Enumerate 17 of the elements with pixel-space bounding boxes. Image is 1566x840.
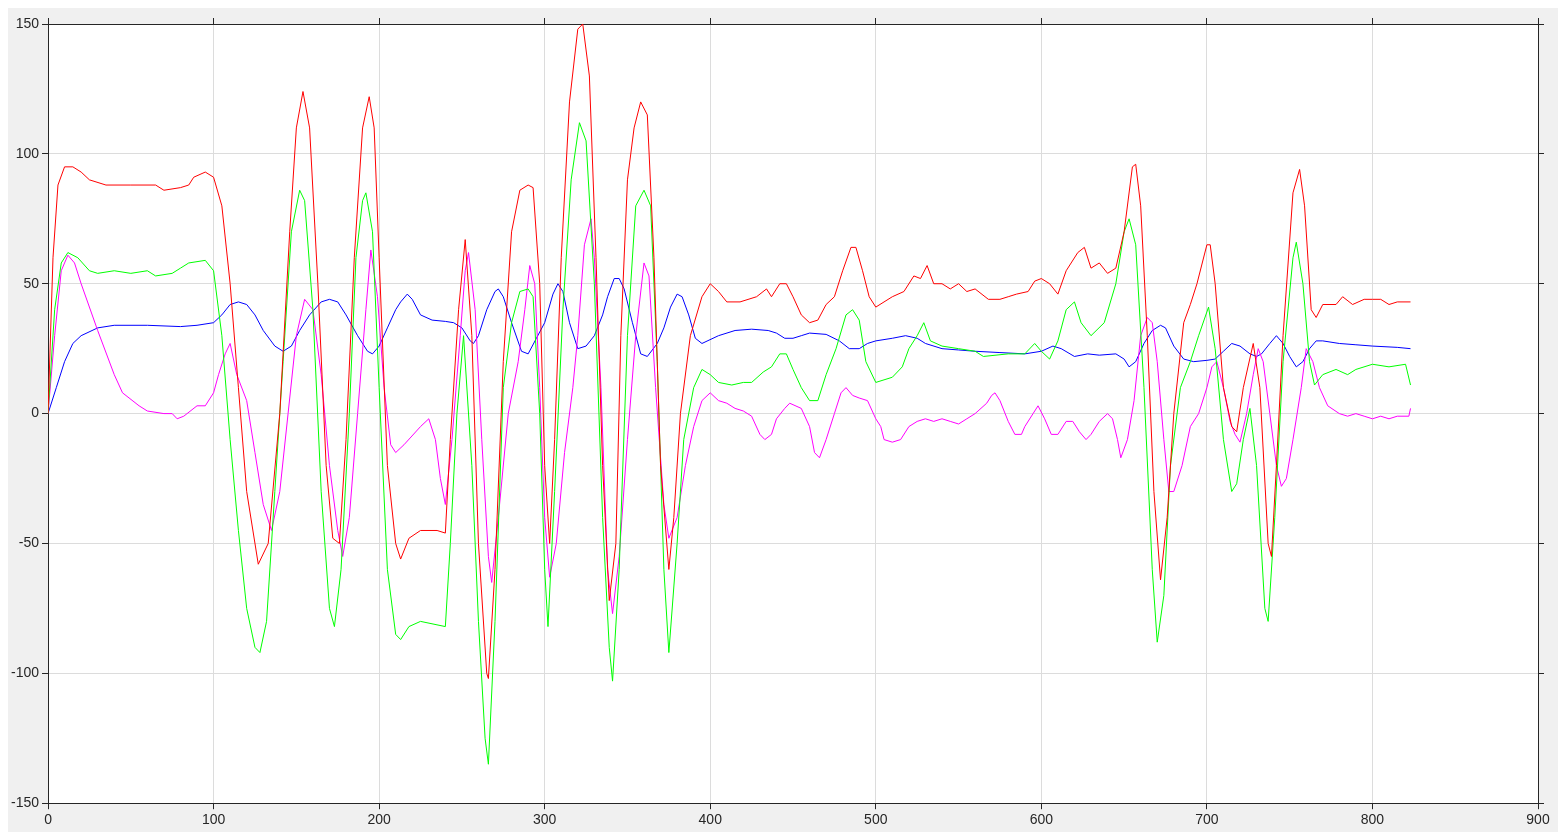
x-tick-label: 100 <box>201 811 226 828</box>
x-tick-label: 400 <box>698 811 723 828</box>
y-tick-label: 0 <box>31 404 40 421</box>
x-tick-label: 300 <box>533 811 557 828</box>
x-tick-label: 600 <box>1029 811 1054 828</box>
y-tick-label: -150 <box>10 794 40 811</box>
y-tick-label: -100 <box>10 664 40 681</box>
x-tick-label: 200 <box>367 811 392 828</box>
y-tick-label: 100 <box>15 144 40 161</box>
x-tick-label: 800 <box>1360 811 1385 828</box>
y-tick-label: 50 <box>23 274 40 291</box>
x-tick-label: 500 <box>864 811 888 828</box>
x-tick-label: 0 <box>44 811 53 828</box>
x-tick-label: 700 <box>1195 811 1219 828</box>
y-tick-label: -50 <box>18 534 40 551</box>
x-tick-label: 900 <box>1526 811 1550 828</box>
y-tick-label: 150 <box>15 14 40 31</box>
